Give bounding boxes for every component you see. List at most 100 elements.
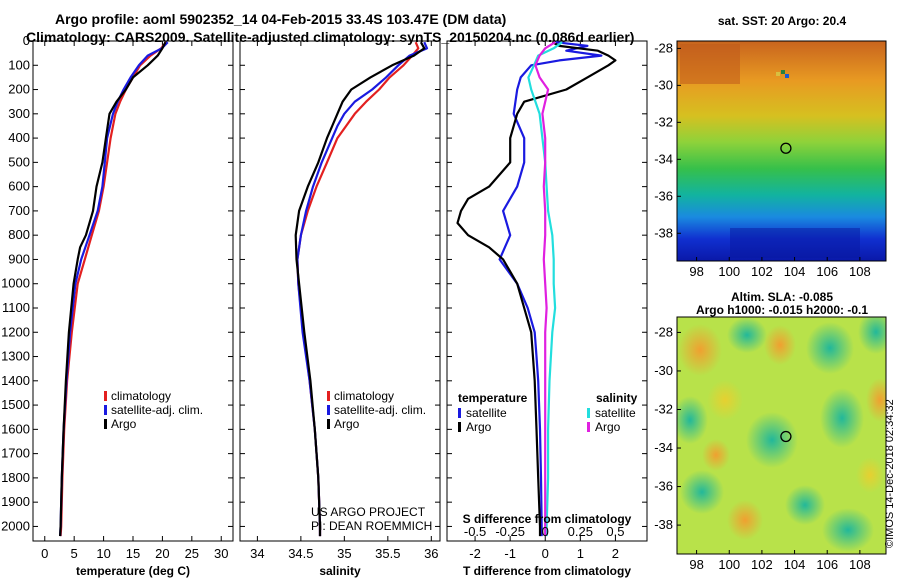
map-y-tick-label: -32 xyxy=(654,401,673,416)
s-tick-label: 0.25 xyxy=(568,524,593,539)
temperature-legend-swatch xyxy=(104,405,107,415)
sla-anomaly-blob xyxy=(820,388,864,448)
map-y-tick-label: -28 xyxy=(654,40,673,55)
sst-argo-pixel-2 xyxy=(785,74,789,78)
sla-map: 98 100 102 104 106 108 -28 -30 -32 -34 -36 -38 xyxy=(654,316,887,572)
map-x-tick-label: 102 xyxy=(751,557,773,572)
legend-s-swatch xyxy=(587,408,590,418)
x-tick-label: 30 xyxy=(214,546,228,561)
legend-s-title: salinity xyxy=(596,391,638,405)
map-x-tick-label: 108 xyxy=(849,557,871,572)
map-y-tick-label: -34 xyxy=(654,151,673,166)
x-tick-label: 0 xyxy=(542,546,549,561)
x-tick-label: -1 xyxy=(504,546,516,561)
map-x-tick-label: 102 xyxy=(751,264,773,279)
y-tick-label: 1100 xyxy=(2,300,30,315)
s-tick-label: -0.5 xyxy=(464,524,486,539)
map-x-tick-label: 98 xyxy=(689,264,703,279)
y-tick-label: 500 xyxy=(8,154,30,169)
y-tick-label: 0 xyxy=(23,33,30,48)
map-y-tick-label: -38 xyxy=(654,517,673,532)
map-x-tick-label: 108 xyxy=(849,264,871,279)
series-line-argo xyxy=(294,41,426,537)
y-tick-label: 900 xyxy=(8,251,30,266)
x-tick-label: 15 xyxy=(126,546,140,561)
salinity-legend-swatch xyxy=(327,405,330,415)
map-y-tick-label: -30 xyxy=(654,77,673,92)
y-tick-label: 1000 xyxy=(1,276,30,291)
y-tick-label: 1800 xyxy=(1,470,30,485)
map-x-tick-label: 106 xyxy=(816,264,838,279)
y-tick-label: 300 xyxy=(8,106,30,121)
series-line-s-argo xyxy=(534,41,556,537)
y-tick-label: 1200 xyxy=(1,324,30,339)
temperature-legend-swatch xyxy=(104,419,107,429)
sst-argo-pixel-1 xyxy=(781,70,785,74)
sst-map-title: sat. SST: 20 Argo: 20.4 xyxy=(718,14,847,28)
sla-anomaly-blob xyxy=(727,500,763,540)
sla-map-title: Altim. SLA: -0.085 xyxy=(731,290,833,304)
x-tick-label: 1 xyxy=(577,546,584,561)
map-y-tick-label: -30 xyxy=(654,363,673,378)
map-x-tick-label: 104 xyxy=(784,557,806,572)
temperature-plot: 0100200300400500600700800900100011001200… xyxy=(1,33,233,578)
map-y-tick-label: -36 xyxy=(654,188,673,203)
y-tick-label: 700 xyxy=(8,203,30,218)
sla-anomaly-blob xyxy=(806,322,854,374)
map-y-tick-label: -34 xyxy=(654,440,673,455)
legend-s-swatch xyxy=(587,422,590,432)
y-tick-label: 1500 xyxy=(1,397,30,412)
series-line-argo xyxy=(59,41,167,537)
salinity-plot-frame xyxy=(239,40,441,542)
series-line-t-satellite xyxy=(498,41,603,537)
map-y-tick-label: -28 xyxy=(654,324,673,339)
legend-s-label: satellite xyxy=(595,406,636,420)
map-y-tick-label: -38 xyxy=(654,225,673,240)
sla-anomaly-blob xyxy=(785,485,825,525)
difference-plot: -2 -1 0 1 2 T difference from climatology -0.5… xyxy=(447,40,647,578)
salinity-legend-swatch xyxy=(327,419,330,429)
sla-anomaly-blob xyxy=(702,439,730,471)
y-tick-label: 1900 xyxy=(1,494,30,509)
x-tick-label: 20 xyxy=(155,546,169,561)
x-tick-label: 35.5 xyxy=(375,546,400,561)
y-tick-label: 2000 xyxy=(1,518,30,533)
s-tick-label: 0.5 xyxy=(606,524,624,539)
argo-location-marker xyxy=(780,142,792,154)
sla-anomaly-blob xyxy=(822,508,874,552)
x-axis-label: temperature (deg C) xyxy=(76,564,190,578)
sla-anomaly-blob xyxy=(680,470,724,514)
sla-anomaly-blob xyxy=(866,378,886,422)
y-tick-label: 400 xyxy=(8,130,30,145)
temperature-legend-label: satellite-adj. clim. xyxy=(111,403,203,417)
x-tick-label: 34.5 xyxy=(288,546,313,561)
map-y-tick-label: -36 xyxy=(654,479,673,494)
y-tick-label: 200 xyxy=(8,82,30,97)
sla-anomaly-blob xyxy=(707,380,743,420)
legend-t-swatch xyxy=(458,408,461,418)
map-x-tick-label: 98 xyxy=(689,557,703,572)
map-x-tick-label: 106 xyxy=(816,557,838,572)
temperature-legend-label: Argo xyxy=(111,417,137,431)
x-tick-label: 5 xyxy=(71,546,78,561)
sla-anomaly-blob xyxy=(746,412,798,468)
sla-anomaly-blob xyxy=(677,396,708,444)
sla-anomaly-blob xyxy=(727,317,767,353)
x-tick-label: -2 xyxy=(469,546,481,561)
series-line-t-argo xyxy=(456,41,617,537)
temperature-legend-label: climatology xyxy=(111,389,171,403)
x-tick-label: 36 xyxy=(424,546,438,561)
sla-anomaly-blob xyxy=(856,457,884,493)
sst-map-frame xyxy=(676,40,887,262)
s-axis-label: S difference from climatology xyxy=(463,512,632,526)
sst-argo-pixel-3 xyxy=(776,72,780,76)
x-tick-label: 25 xyxy=(185,546,199,561)
x-axis-label: salinity xyxy=(319,564,361,578)
series-line-s-satellite xyxy=(527,41,563,537)
y-tick-label: 1600 xyxy=(1,421,30,436)
legend-t-title: temperature xyxy=(458,391,528,405)
argo-location-marker xyxy=(780,430,792,443)
temperature-legend-swatch xyxy=(104,391,107,401)
legend-t-label: Argo xyxy=(466,420,492,434)
sla-map-frame xyxy=(676,316,887,555)
